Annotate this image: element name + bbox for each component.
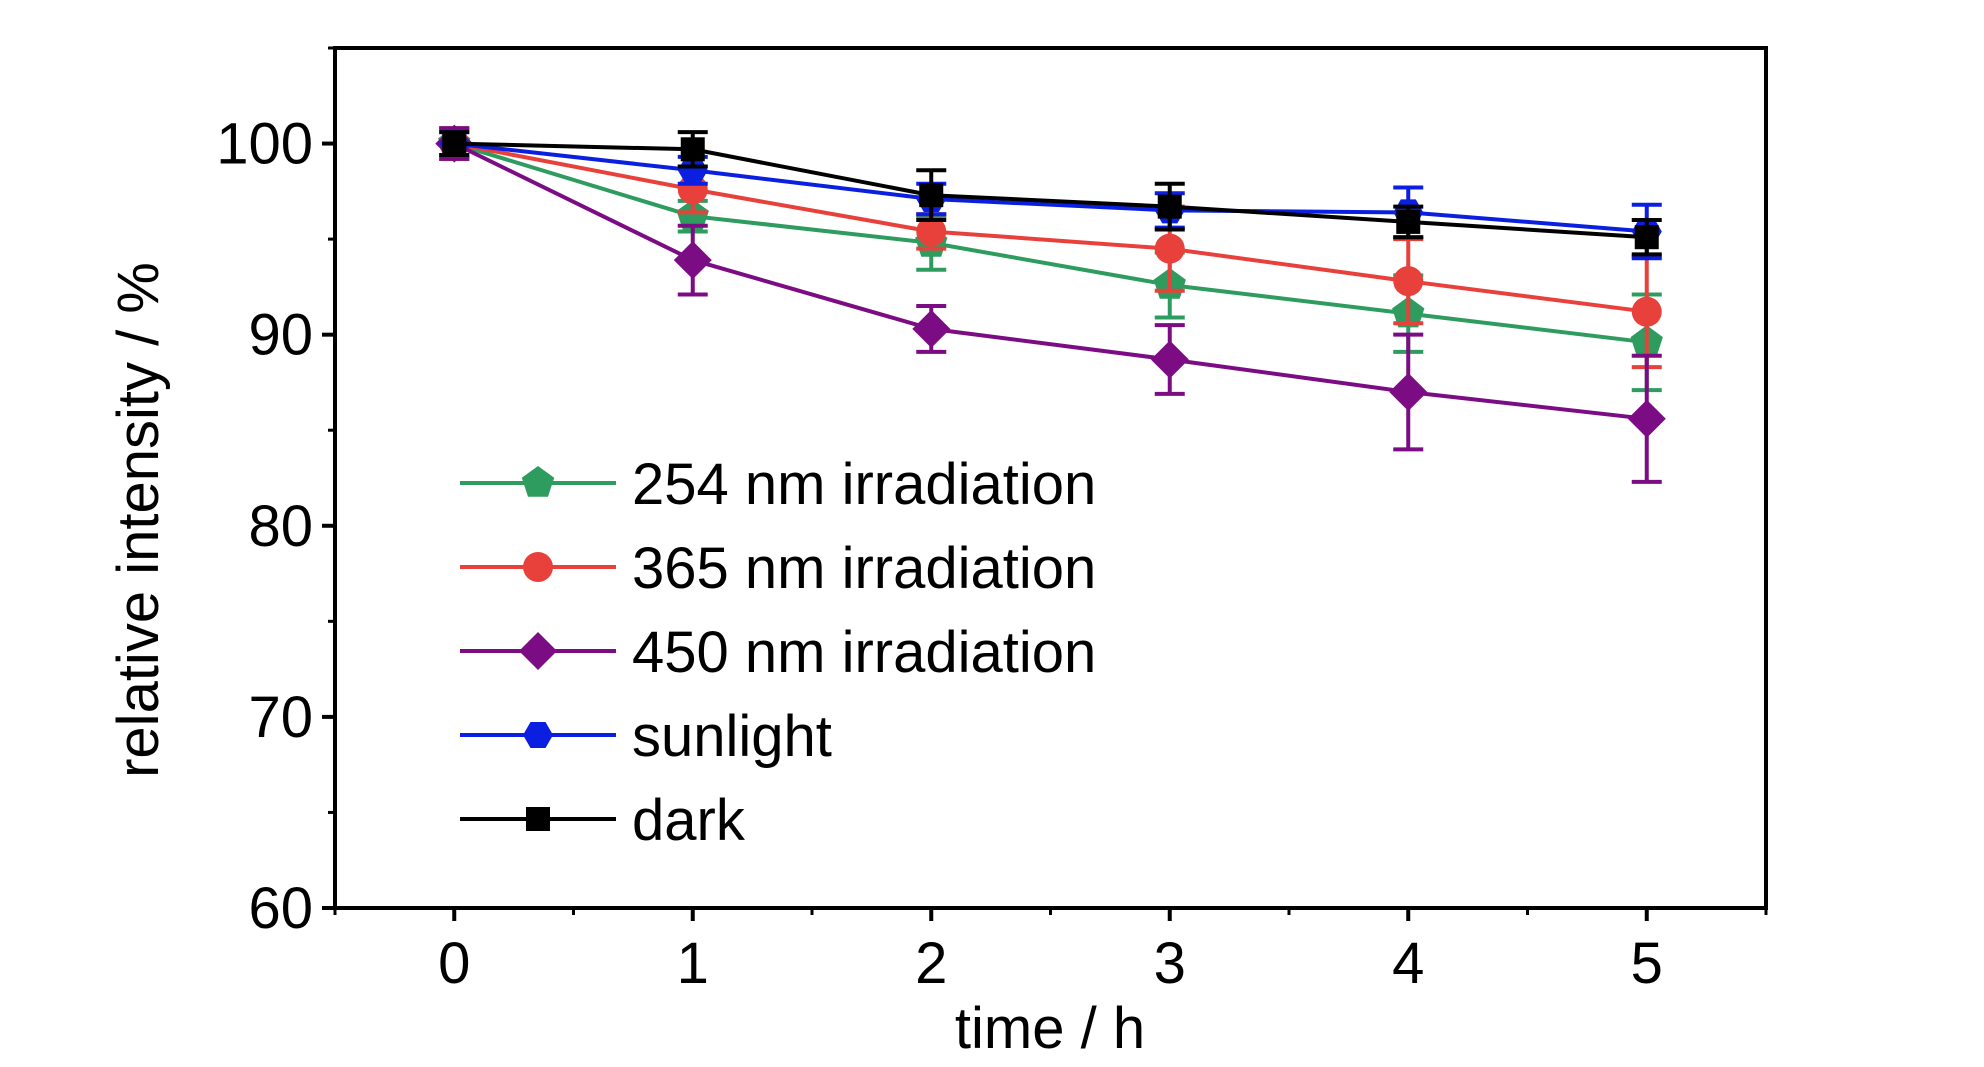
series-line: [453, 141, 1648, 345]
data-point: [680, 137, 705, 162]
legend-entry: sunlight: [460, 704, 832, 769]
legend-marker: [519, 632, 557, 670]
data-point: [919, 183, 944, 208]
y-tick-label: 100: [216, 112, 313, 177]
x-tick-label: 2: [915, 931, 947, 996]
data-point: [1627, 399, 1666, 438]
x-axis-label: time / h: [955, 996, 1145, 1061]
data-point: [1157, 194, 1182, 219]
legend-label: 254 nm irradiation: [632, 452, 1096, 517]
series-line: [453, 141, 1648, 421]
legend-label: 365 nm irradiation: [632, 536, 1096, 601]
data-point: [916, 216, 947, 247]
legend-marker: [523, 552, 553, 582]
series-450-nm-irradiation: [435, 124, 1666, 484]
series-365-nm-irradiation: [439, 126, 1662, 370]
legend-marker: [523, 722, 553, 748]
series-254-nm-irradiation: [438, 126, 1663, 393]
data-point: [1150, 340, 1189, 379]
legend-entry: 254 nm irradiation: [460, 452, 1096, 517]
data-point: [1389, 373, 1428, 411]
y-tick-label: 60: [248, 876, 313, 941]
data-series: [435, 124, 1666, 484]
legend-label: sunlight: [632, 704, 832, 769]
y-tick-label: 80: [248, 494, 313, 559]
series-dark: [439, 130, 1662, 257]
data-point: [1396, 209, 1421, 234]
x-tick-label: 1: [677, 931, 709, 996]
data-point: [673, 241, 712, 280]
legend: 254 nm irradiation 365 nm irradiation 450 …: [460, 452, 1096, 853]
x-tick-label: 5: [1631, 931, 1663, 996]
y-tick-label: 70: [248, 685, 313, 750]
legend-label: 450 nm irradiation: [632, 620, 1096, 685]
legend-entry: dark: [460, 788, 746, 853]
x-tick-label: 4: [1392, 931, 1424, 996]
y-axis-label: relative intensity / %: [106, 262, 171, 778]
data-point: [676, 199, 709, 230]
x-tick-label: 3: [1154, 931, 1186, 996]
series-line: [454, 141, 1647, 234]
axis-ticks: 0 1 2 3 4 5 60 70 80 90 100: [216, 46, 1768, 996]
x-tick-label: 0: [438, 931, 470, 996]
y-tick-label: 90: [248, 303, 313, 368]
series-line: [454, 141, 1647, 240]
data-point: [912, 309, 951, 348]
data-point: [1154, 233, 1185, 264]
data-point: [677, 157, 708, 184]
series-line: [453, 141, 1648, 314]
legend-marker: [521, 466, 555, 497]
data-point: [442, 131, 467, 156]
legend-entry: 365 nm irradiation: [460, 536, 1096, 601]
data-point: [1634, 225, 1659, 250]
data-point: [1393, 266, 1424, 297]
data-point: [1631, 296, 1662, 327]
legend-label: dark: [632, 788, 746, 853]
legend-marker: [526, 807, 550, 831]
legend-entry: 450 nm irradiation: [460, 620, 1096, 685]
